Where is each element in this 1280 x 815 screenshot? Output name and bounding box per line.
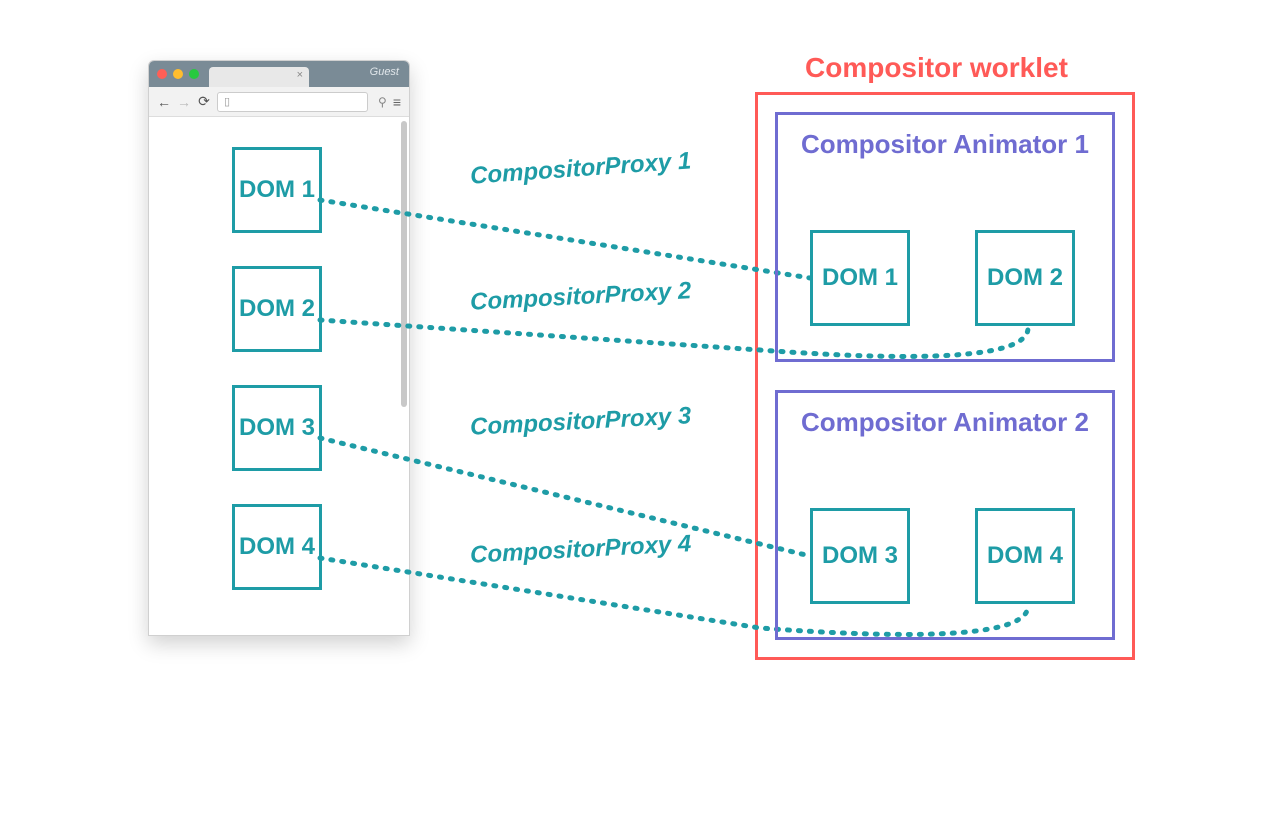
proxy-label-p4: CompositorProxy 4	[469, 530, 692, 570]
dom-box-dom4: DOM 4	[232, 504, 322, 590]
window-traffic-lights	[157, 69, 199, 79]
page-icon: ▯	[224, 95, 230, 108]
animator-dom-box-ad3: DOM 3	[810, 508, 910, 604]
reload-icon: ⟳	[197, 93, 211, 110]
traffic-zoom-icon	[189, 69, 199, 79]
worklet-title: Compositor worklet	[805, 52, 1068, 84]
menu-icon: ≡	[393, 94, 401, 110]
browser-tab	[209, 67, 309, 87]
browser-tab-bar: Guest	[149, 61, 409, 87]
back-icon: ←	[157, 94, 171, 110]
proxy-label-p3: CompositorProxy 3	[469, 402, 692, 442]
browser-toolbar: ← → ⟳ ▯ ⚲ ≡	[149, 87, 409, 117]
dom-box-dom2: DOM 2	[232, 266, 322, 352]
guest-label: Guest	[370, 66, 399, 78]
proxy-label-p1: CompositorProxy 1	[469, 147, 692, 190]
diagram-canvas: Guest ← → ⟳ ▯ ⚲ ≡ Compositor worklet DOM…	[0, 0, 1280, 815]
animator-title-a2: Compositor Animator 2	[778, 407, 1112, 438]
forward-icon: →	[177, 94, 191, 110]
dom-box-dom3: DOM 3	[232, 385, 322, 471]
animator-dom-box-ad4: DOM 4	[975, 508, 1075, 604]
traffic-close-icon	[157, 69, 167, 79]
search-icon: ⚲	[378, 95, 387, 109]
scrollbar	[401, 121, 407, 407]
animator-dom-box-ad1: DOM 1	[810, 230, 910, 326]
animator-dom-box-ad2: DOM 2	[975, 230, 1075, 326]
proxy-label-p2: CompositorProxy 2	[469, 277, 692, 317]
animator-title-a1: Compositor Animator 1	[778, 129, 1112, 160]
traffic-minimize-icon	[173, 69, 183, 79]
address-bar: ▯	[217, 92, 368, 112]
dom-box-dom1: DOM 1	[232, 147, 322, 233]
